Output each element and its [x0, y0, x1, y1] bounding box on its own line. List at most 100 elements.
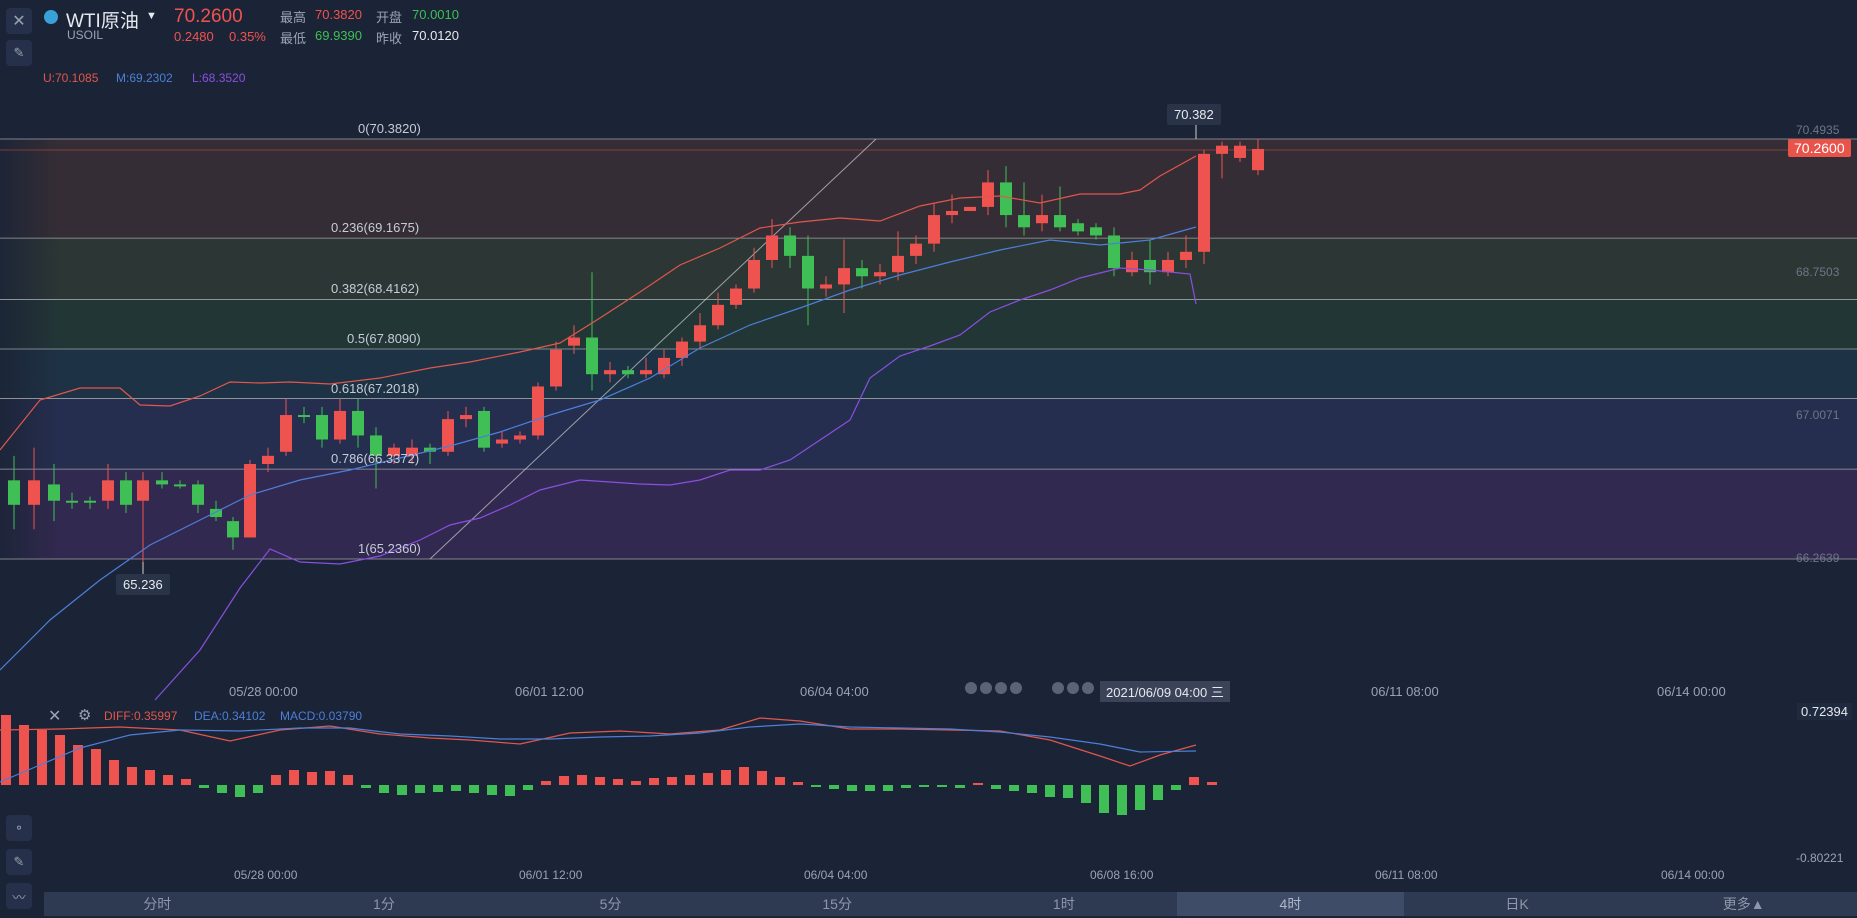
macd-histogram-bar	[271, 775, 281, 785]
fib-trend-line	[429, 138, 877, 560]
macd-axis-bottom: -0.80221	[1796, 851, 1844, 865]
tab-more[interactable]: 更多▲	[1722, 896, 1765, 912]
candle-body	[892, 255, 904, 273]
candle-body	[946, 210, 958, 216]
symbol-logo-icon	[44, 10, 58, 24]
macd-histogram-bar	[1153, 785, 1163, 800]
draw-tool-icon[interactable]: ✎	[6, 40, 32, 66]
symbol-name[interactable]: WTI原油	[66, 11, 139, 32]
macd-histogram-bar	[919, 785, 929, 787]
candle-body	[1252, 148, 1264, 171]
macd-histogram-bar	[1063, 785, 1073, 798]
close-icon[interactable]: ✕	[6, 8, 32, 34]
loading-dots	[1052, 682, 1094, 694]
macd-histogram-bar	[775, 777, 785, 785]
macd-histogram-bar	[19, 725, 29, 785]
macd-histogram-bar	[307, 772, 317, 785]
candle-body	[694, 325, 706, 342]
macd-histogram-bar	[685, 775, 695, 785]
macd-histogram-bar	[973, 783, 983, 785]
macd-dea: DEA:0.34102	[194, 709, 266, 723]
macd-histogram-bar	[721, 770, 731, 785]
candle-body	[370, 435, 382, 456]
macd-histogram-bar	[379, 785, 389, 793]
macd-histogram-bar	[883, 785, 893, 791]
close-indicator-icon[interactable]: ✕	[48, 708, 62, 725]
macd-time-label: 06/14 00:00	[1661, 868, 1725, 882]
macd-histogram-bar	[613, 779, 623, 785]
macd-histogram-bar	[433, 785, 443, 792]
candle-body	[676, 341, 688, 358]
macd-histogram-bar	[541, 781, 551, 785]
tab-1m[interactable]: 1分	[373, 896, 395, 912]
candle-body	[210, 508, 222, 518]
tab-daily[interactable]: 日K	[1505, 896, 1529, 912]
candle-body	[102, 480, 114, 501]
line-tool-icon[interactable]: 〰	[6, 883, 32, 909]
macd-histogram-bar	[1081, 785, 1091, 803]
candle-body	[514, 435, 526, 440]
loading-dots	[965, 682, 1022, 694]
fib-band	[0, 469, 1857, 559]
fib-level-label: 0.618(67.2018)	[331, 380, 420, 396]
fib-band	[0, 349, 1857, 399]
macd-histogram-bar	[1, 715, 11, 785]
candle-body	[174, 484, 186, 487]
macd-histogram-bar	[163, 775, 173, 785]
candle-body	[8, 480, 20, 505]
macd-histogram-bar	[487, 785, 497, 795]
candle-body	[478, 410, 490, 448]
macd-histogram-bar	[235, 785, 245, 797]
tab-5m[interactable]: 5分	[599, 896, 622, 912]
macd-histogram-bar	[523, 785, 533, 790]
candle-body	[928, 215, 940, 244]
candle-body	[496, 439, 508, 444]
chevron-down-icon[interactable]: ▼	[146, 10, 157, 22]
tab-timeshare[interactable]: 分时	[143, 896, 172, 912]
macd-histogram-bar	[955, 785, 965, 788]
low-value: 69.9390	[315, 28, 362, 43]
candle-body	[748, 259, 760, 289]
fib-level-label: 0.786(66.3372)	[331, 451, 420, 467]
macd-histogram-bar	[451, 785, 461, 791]
candle-body	[1036, 215, 1048, 224]
macd-histogram-bar	[703, 773, 713, 785]
macd-axis-top: 0.72394	[1797, 703, 1852, 720]
candle-body	[244, 463, 256, 538]
candle-body	[766, 235, 778, 260]
indicator-tool-icon[interactable]: ⚬	[6, 815, 32, 841]
candle-body	[568, 337, 580, 346]
macd-histogram-bar	[469, 785, 479, 793]
candle-body	[604, 370, 616, 375]
candle-body	[388, 447, 400, 456]
macd-histogram-bar	[415, 785, 425, 793]
candle-body	[1054, 215, 1066, 228]
candle-body	[1072, 223, 1084, 232]
candle-body	[532, 386, 544, 436]
tab-1h[interactable]: 1时	[1052, 896, 1075, 912]
macd-histogram-bar	[847, 785, 857, 791]
macd-histogram-bar	[1045, 785, 1055, 797]
macd-histogram-bar	[1027, 785, 1037, 793]
tab-4h[interactable]: 4时	[1177, 892, 1404, 916]
macd-time-label: 05/28 00:00	[234, 868, 298, 882]
candle-body	[442, 419, 454, 452]
macd-histogram-bar	[1099, 785, 1109, 813]
tab-15m[interactable]: 15分	[822, 896, 852, 912]
macd-histogram-bar	[559, 776, 569, 785]
time-axis-label: 05/28 00:00	[229, 684, 298, 699]
candle-body	[964, 206, 976, 211]
macd-time-label: 06/01 12:00	[519, 868, 583, 882]
macd-time-label: 06/04 04:00	[804, 868, 868, 882]
candle-body	[352, 410, 364, 436]
settings-gear-icon[interactable]: ⚙	[78, 707, 92, 724]
macd-histogram-bar	[199, 785, 209, 788]
candle-body	[1198, 153, 1210, 252]
macd-histogram-bar	[757, 771, 767, 785]
macd-histogram-bar	[595, 777, 605, 785]
pen-tool-icon[interactable]: ✎	[6, 849, 32, 875]
open-value: 70.0010	[412, 7, 459, 22]
macd-histogram-bar	[73, 745, 83, 785]
crosshair-time-label: 2021/06/09 04:00 三	[1100, 681, 1230, 702]
